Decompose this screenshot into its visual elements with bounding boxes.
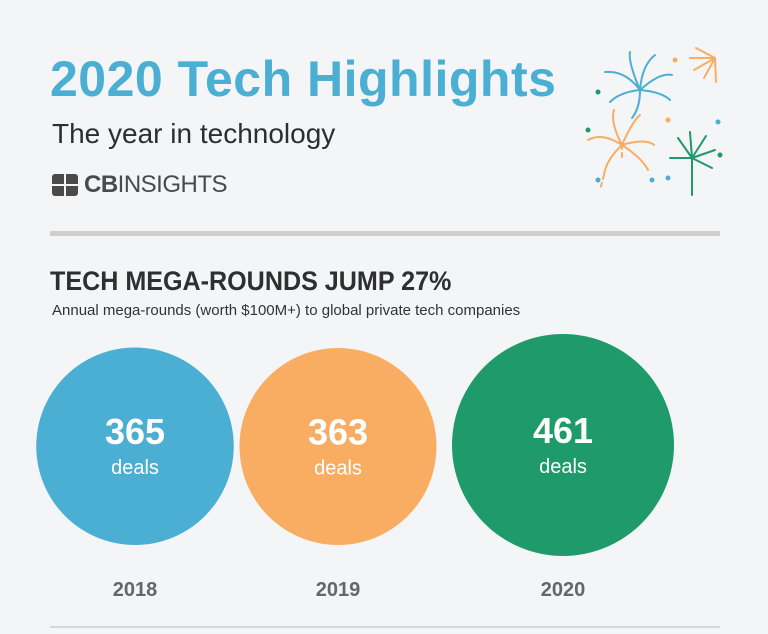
brand-name-bold: CB [84,171,118,198]
bubble-value-2018: 365 [105,411,165,452]
brand-name: CBINSIGHTS [84,171,228,199]
fireworks-icon [585,47,723,196]
bubble-unit-2020: deals [539,456,587,478]
page-title: 2020 Tech Highlights [50,51,557,107]
bubble-2018 [36,347,234,545]
bottom-divider [50,626,720,628]
chart-title: TECH MEGA-ROUNDS JUMP 27% [50,266,452,296]
bubble-value-2020: 461 [533,410,593,451]
cbinsights-logo-icon [52,174,78,196]
category-label-2020: 2020 [541,579,586,601]
category-label-2019: 2019 [316,579,361,601]
header-divider [50,231,720,236]
bubble-unit-2018: deals [111,457,159,479]
brand-name-rest: INSIGHTS [117,171,228,198]
bubble-unit-2019: deals [314,458,362,480]
bubble-2019 [239,348,437,545]
bubble-2020 [452,334,674,556]
bubble-value-2019: 363 [308,412,368,453]
chart-subtitle: Annual mega-rounds (worth $100M+) to glo… [52,302,521,319]
category-label-2018: 2018 [113,579,158,601]
cbinsights-logo: CBINSIGHTS [52,171,228,199]
page-subtitle: The year in technology [52,118,336,149]
